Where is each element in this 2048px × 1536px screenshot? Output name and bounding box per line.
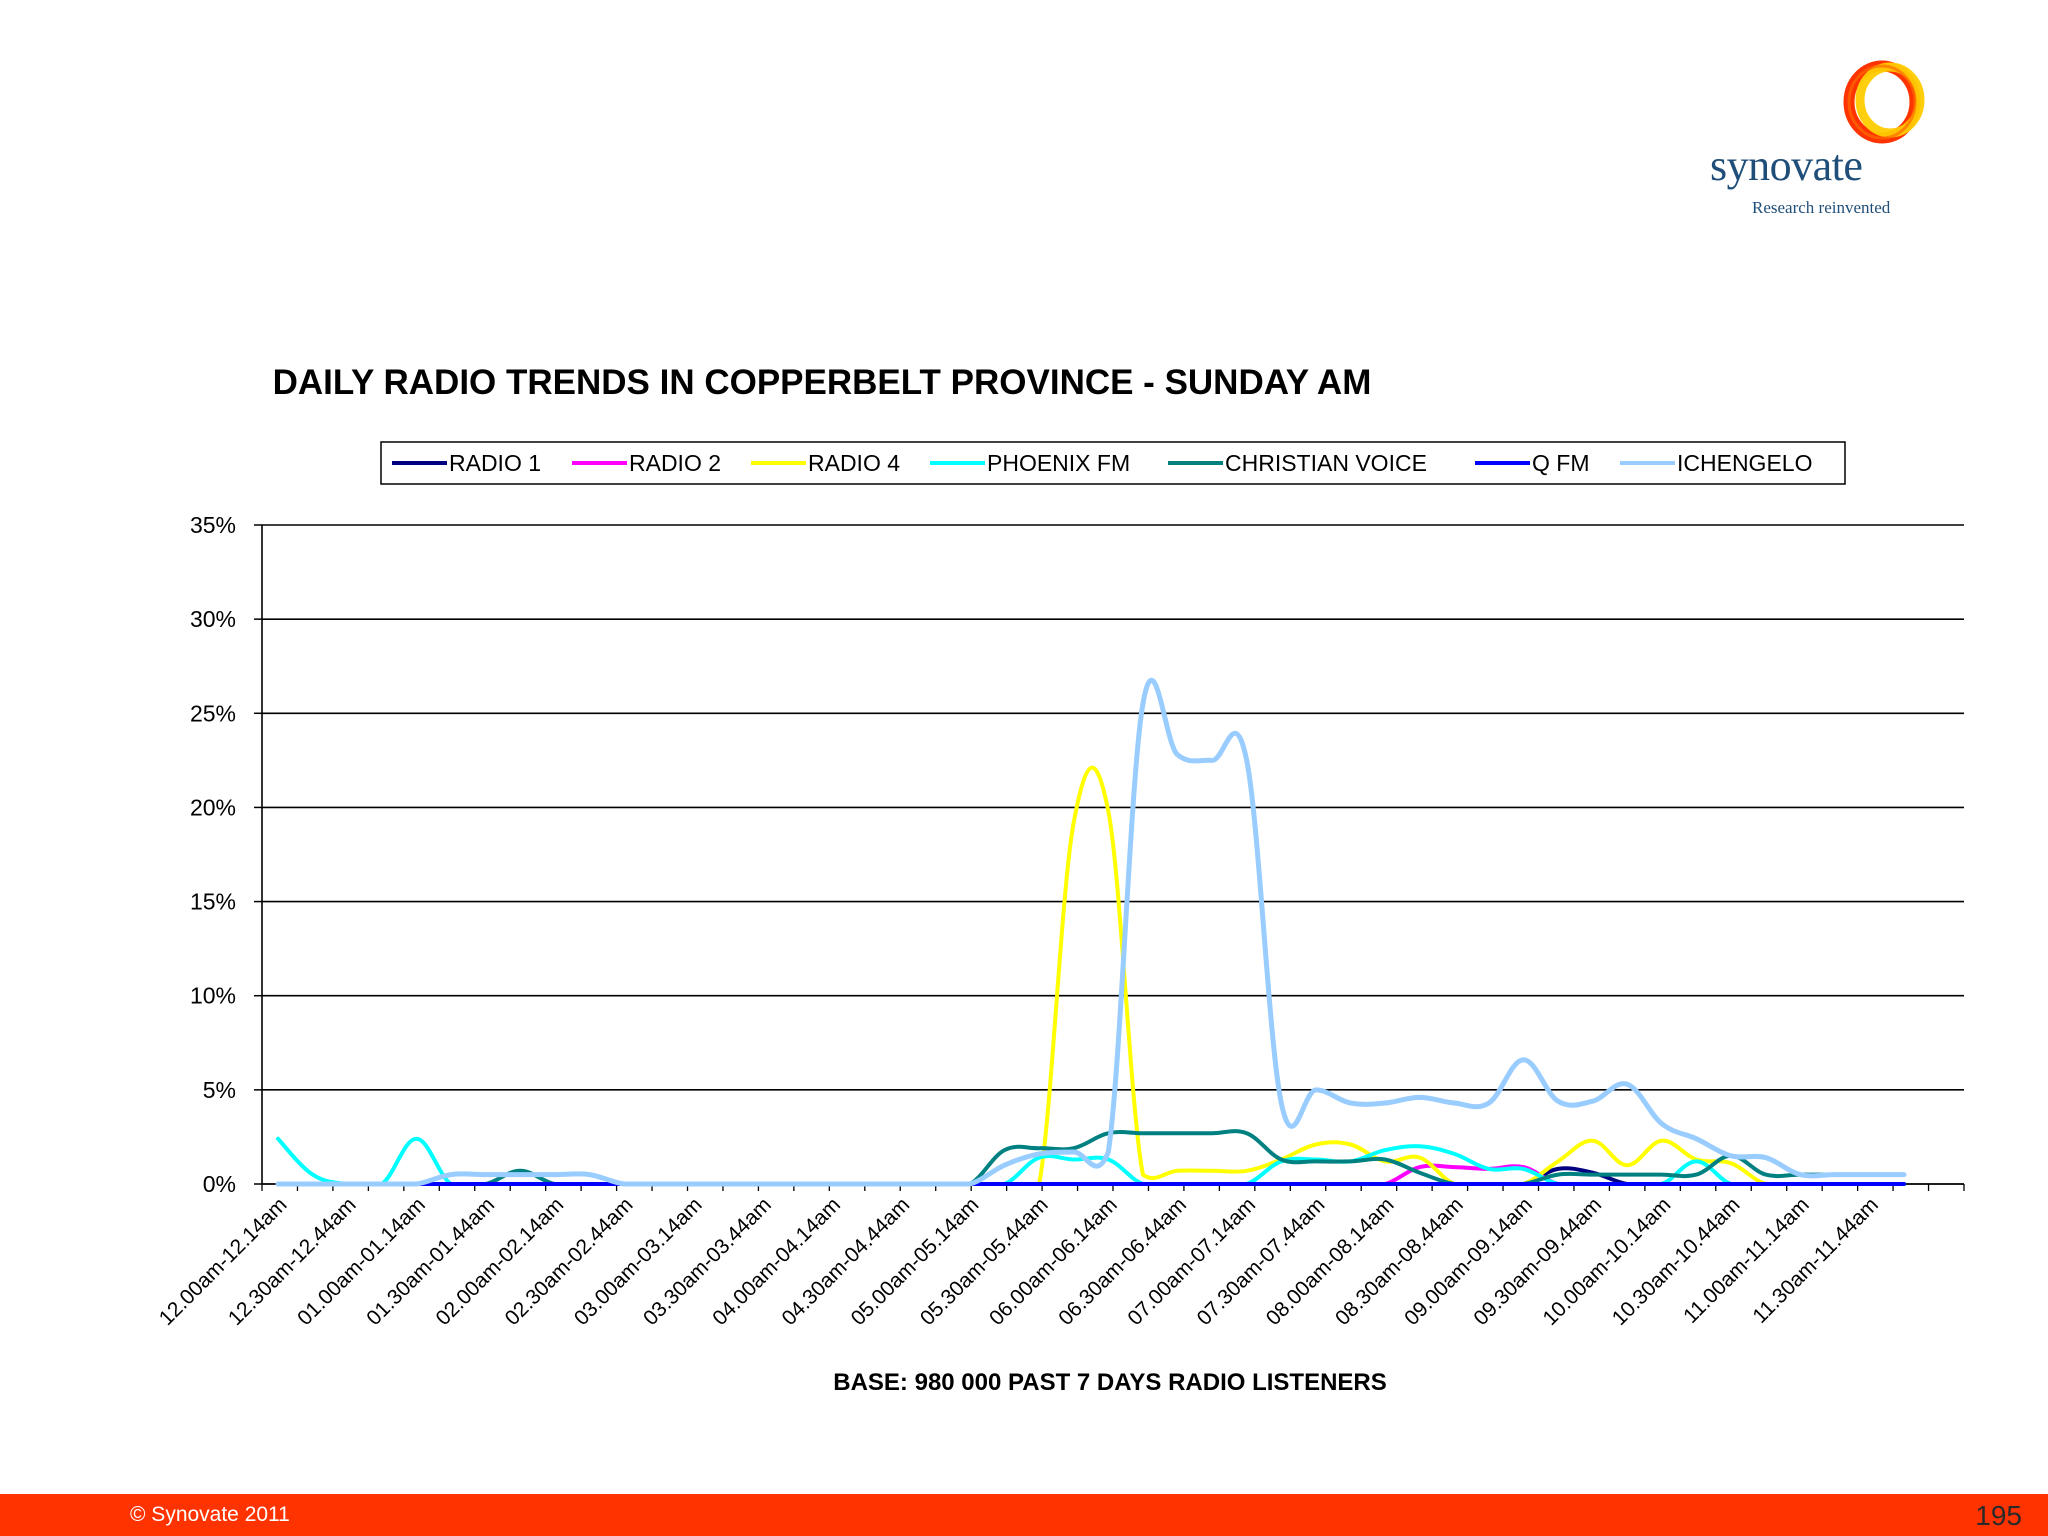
- y-tick-label: 10%: [190, 983, 236, 1009]
- legend-label: PHOENIX FM: [987, 450, 1130, 476]
- legend-entry: RADIO 2: [572, 450, 721, 476]
- line-chart: DAILY RADIO TRENDS IN COPPERBELT PROVINC…: [155, 363, 1965, 1396]
- x-tick-label: 10.00am-10.14am: [1539, 1193, 1676, 1330]
- x-tick-label: 07.30am-07.44am: [1193, 1193, 1330, 1330]
- x-tick-label: 11.30am-11.44am: [1748, 1193, 1883, 1328]
- x-tick-label: 01.30am-01.44am: [362, 1193, 499, 1330]
- y-tick-label: 35%: [190, 512, 236, 538]
- synovate-logo: synovate Research reinvented: [1700, 56, 1940, 226]
- y-tick-label: 0%: [203, 1171, 236, 1197]
- x-tick-label: 09.00am-09.14am: [1400, 1193, 1537, 1330]
- copyright-text: © Synovate 2011: [130, 1503, 290, 1526]
- logo-tagline: Research reinvented: [1752, 198, 1891, 217]
- x-tick-label: 04.30am-04.44am: [777, 1193, 914, 1330]
- legend-entry: ICHENGELO: [1620, 450, 1812, 476]
- x-tick-label: 12.00am-12.14am: [155, 1193, 292, 1330]
- x-tick-label: 01.00am-01.14am: [293, 1193, 430, 1330]
- x-tick-label: 12.30am-12.44am: [224, 1193, 361, 1330]
- legend-label: RADIO 2: [629, 450, 721, 476]
- x-tick-label: 05.00am-05.14am: [847, 1193, 984, 1330]
- legend-label: RADIO 1: [449, 450, 541, 476]
- y-tick-label: 25%: [190, 700, 236, 726]
- logo-ring-icon: [1843, 60, 1925, 144]
- x-tick-label: 10.30am-10.44am: [1608, 1193, 1745, 1330]
- page-number: 195: [1975, 1500, 2022, 1531]
- legend-entry: PHOENIX FM: [930, 450, 1130, 476]
- x-tick-label: 03.30am-03.44am: [639, 1193, 776, 1330]
- x-tick-label: 04.00am-04.14am: [708, 1193, 845, 1330]
- x-tick-label: 09.30am-09.44am: [1469, 1193, 1606, 1330]
- legend-entry: RADIO 4: [751, 450, 900, 476]
- x-tick-label: 06.30am-06.44am: [1054, 1193, 1191, 1330]
- x-tick-label: 08.30am-08.44am: [1331, 1193, 1468, 1330]
- x-tick-label: 03.00am-03.14am: [570, 1193, 707, 1330]
- legend-entry: RADIO 1: [392, 450, 541, 476]
- y-tick-label: 20%: [190, 794, 236, 820]
- legend-label: ICHENGELO: [1677, 450, 1812, 476]
- x-tick-label: 02.00am-02.14am: [432, 1193, 569, 1330]
- legend-entry: Q FM: [1475, 450, 1590, 476]
- x-tick-label: 06.00am-06.14am: [985, 1193, 1122, 1330]
- x-tick-label: 05.30am-05.44am: [916, 1193, 1053, 1330]
- y-tick-label: 5%: [203, 1077, 236, 1103]
- x-tick-label: 08.00am-08.14am: [1262, 1193, 1399, 1330]
- x-tick-label: 11.00am-11.14am: [1679, 1193, 1814, 1328]
- chart-title: DAILY RADIO TRENDS IN COPPERBELT PROVINC…: [273, 363, 1372, 402]
- legend-label: RADIO 4: [808, 450, 900, 476]
- legend-label: CHRISTIAN VOICE: [1225, 450, 1427, 476]
- logo-wordmark: synovate: [1710, 141, 1863, 190]
- footer-bar: © Synovate 2011 195: [0, 1494, 2048, 1536]
- x-axis-label: BASE: 980 000 PAST 7 DAYS RADIO LISTENER…: [833, 1369, 1387, 1396]
- series-line-ichengelo: [275, 677, 1907, 1187]
- legend-entry: CHRISTIAN VOICE: [1168, 450, 1427, 476]
- x-tick-label: 02.30am-02.44am: [501, 1193, 638, 1330]
- x-tick-label: 07.00am-07.14am: [1123, 1193, 1260, 1330]
- legend-label: Q FM: [1532, 450, 1590, 476]
- y-tick-label: 30%: [190, 606, 236, 632]
- y-tick-label: 15%: [190, 889, 236, 915]
